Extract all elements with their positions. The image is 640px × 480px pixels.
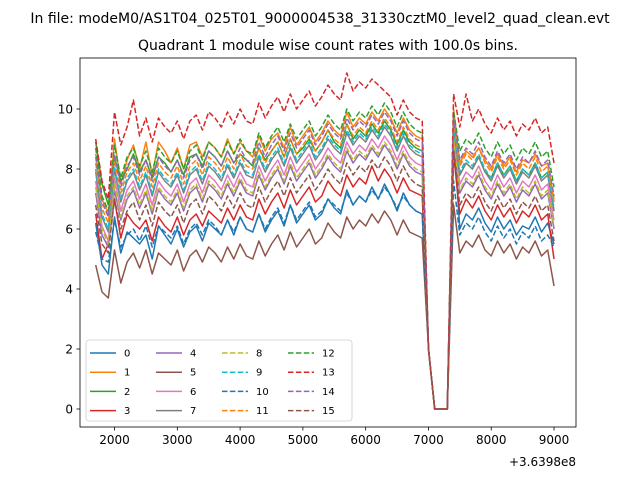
legend-label-8: 8 [256, 349, 262, 360]
legend-label-12: 12 [322, 349, 335, 360]
legend-label-7: 7 [190, 406, 196, 417]
series-line-6 [94, 135, 555, 410]
y-tick-label: 8 [65, 163, 73, 177]
legend-label-3: 3 [124, 406, 130, 417]
legend-label-2: 2 [124, 387, 130, 398]
series-line-9 [94, 123, 555, 410]
series-line-4 [94, 138, 555, 410]
x-tick-label: 7000 [413, 433, 444, 447]
x-tick-label: 2000 [99, 433, 130, 447]
y-tick-label: 0 [65, 403, 73, 417]
x-offset-label: +3.6398e8 [509, 455, 576, 469]
y-tick-label: 6 [65, 223, 73, 237]
legend-label-5: 5 [190, 368, 196, 379]
series-line-11 [94, 117, 555, 410]
series-line-12 [94, 102, 555, 410]
legend-label-1: 1 [124, 368, 130, 379]
legend-label-13: 13 [322, 368, 335, 379]
y-tick-label: 10 [58, 103, 73, 117]
chart-suptitle: In file: modeM0/AS1T04_025T01_9000004538… [30, 11, 610, 27]
series-layer [94, 72, 555, 410]
series-line-13 [94, 72, 555, 410]
x-tick-label: 9000 [539, 433, 570, 447]
x-tick-label: 5000 [288, 433, 319, 447]
series-line-14 [94, 111, 555, 410]
y-tick-label: 4 [65, 283, 73, 297]
series-line-7 [94, 126, 555, 410]
legend-label-9: 9 [256, 368, 262, 379]
x-tick-label: 6000 [350, 433, 381, 447]
series-line-5 [94, 204, 555, 410]
x-tick-label: 3000 [162, 433, 193, 447]
x-tick-label: 4000 [225, 433, 256, 447]
legend-label-4: 4 [190, 349, 196, 360]
chart-title: Quadrant 1 module wise count rates with … [138, 38, 518, 54]
legend-label-14: 14 [322, 387, 335, 398]
plot-frame [79, 57, 577, 428]
series-line-8 [94, 138, 555, 410]
legend-label-11: 11 [256, 406, 269, 417]
legend-frame [85, 339, 353, 422]
x-tick-label: 8000 [476, 433, 507, 447]
legend-label-10: 10 [256, 387, 269, 398]
y-tick-label: 2 [65, 343, 73, 357]
series-line-3 [94, 153, 555, 410]
legend-label-6: 6 [190, 387, 196, 398]
legend-label-15: 15 [322, 406, 335, 417]
series-line-15 [94, 150, 555, 410]
series-line-10 [94, 180, 555, 410]
legend-label-0: 0 [124, 349, 130, 360]
